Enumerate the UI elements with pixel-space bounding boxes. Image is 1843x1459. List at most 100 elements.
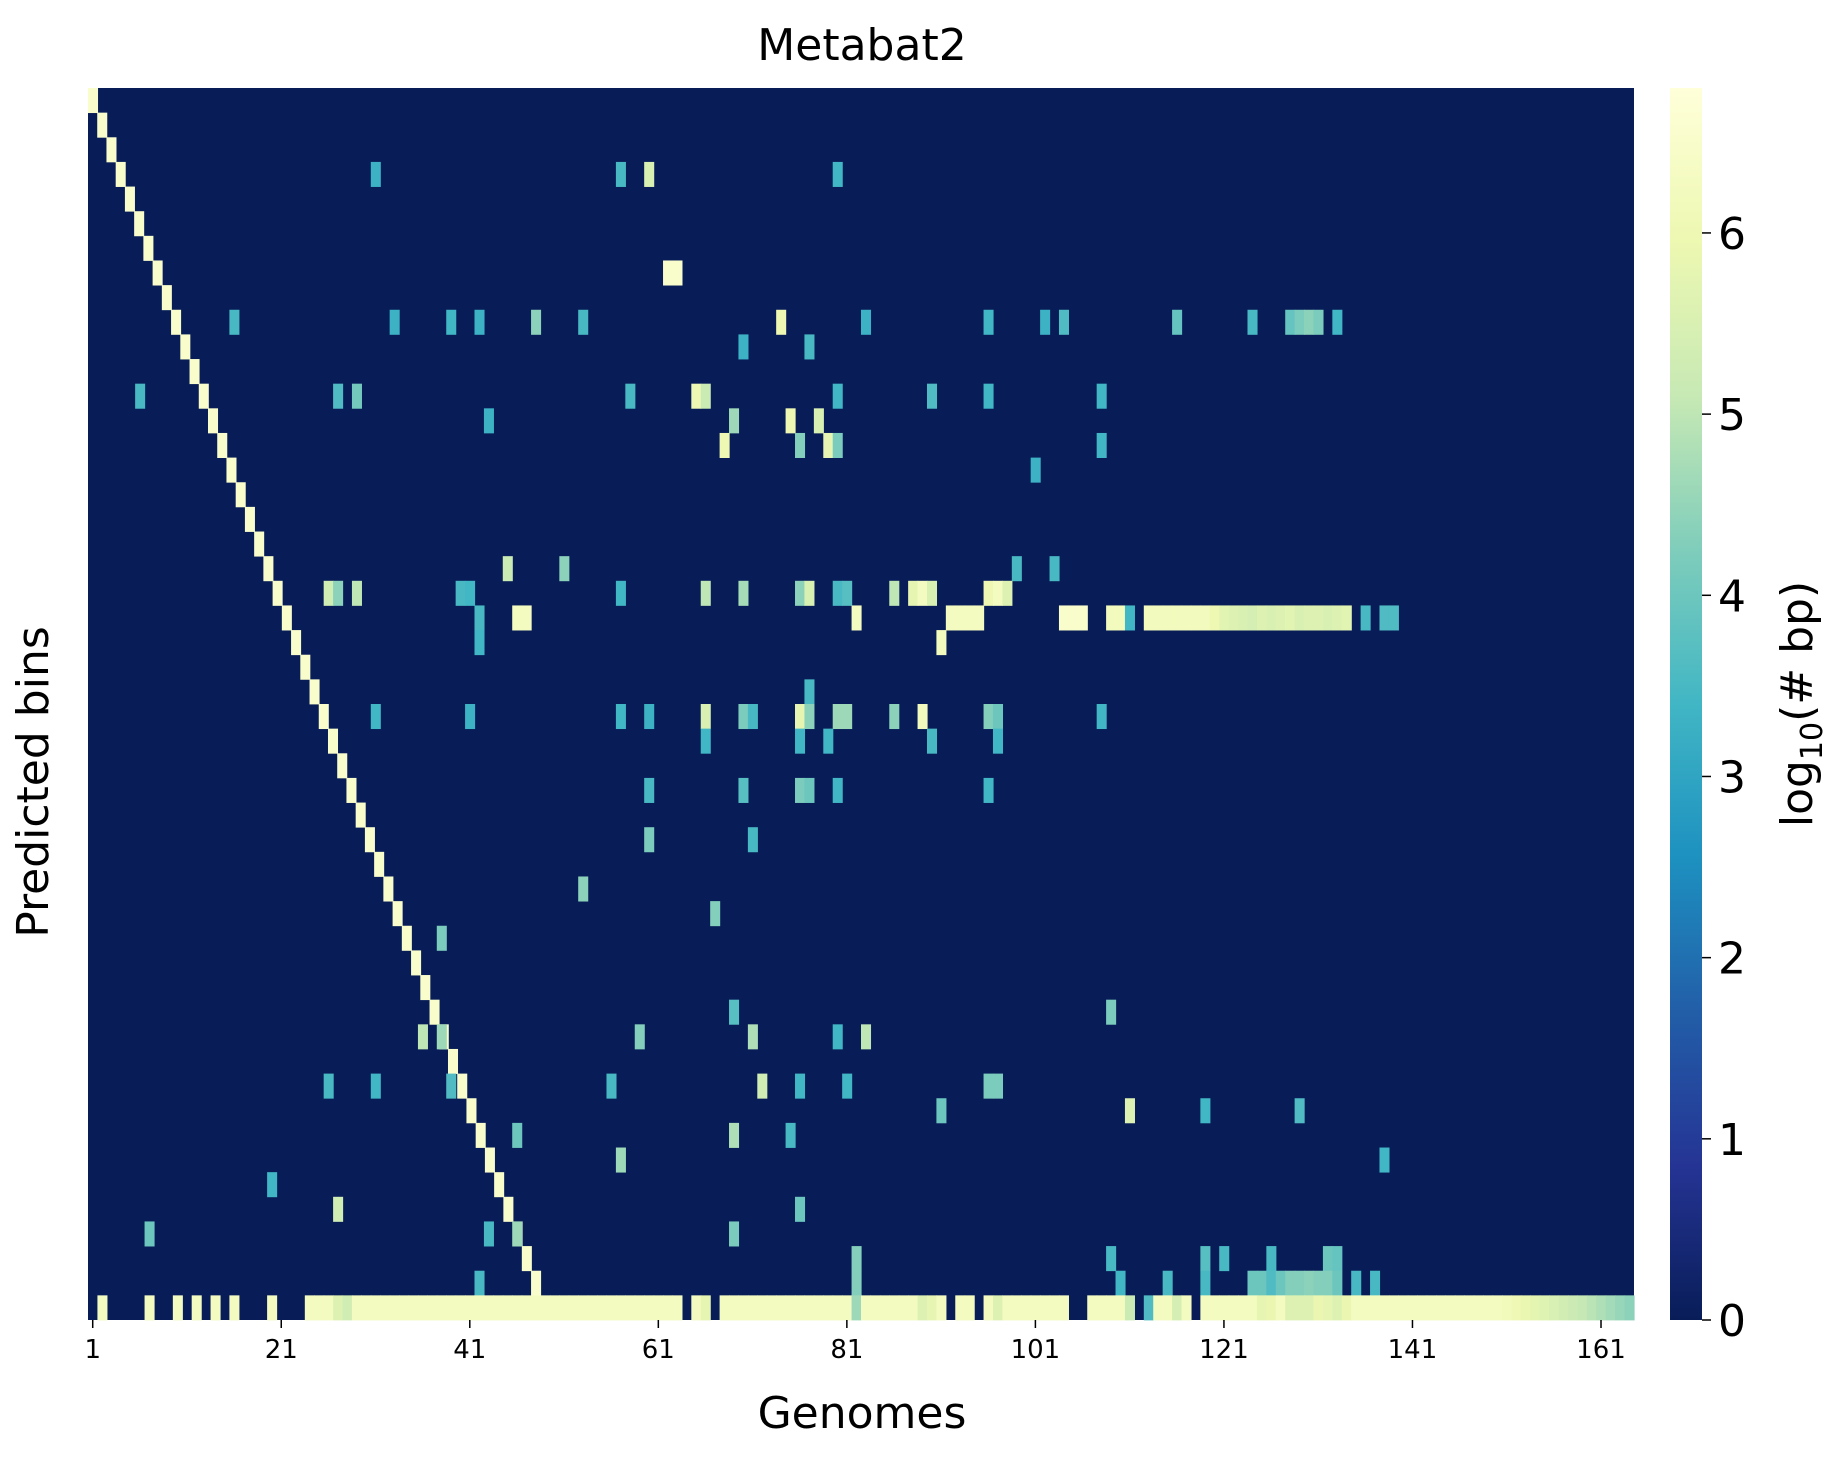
heatmap-cell	[1256, 605, 1267, 631]
x-tick-label: 1	[84, 1335, 101, 1365]
heatmap-cell	[355, 802, 366, 828]
heatmap-cell	[1379, 1295, 1390, 1321]
heatmap-cell	[804, 777, 815, 803]
x-axis: 1 21 41 61 81 101 121 141 161	[84, 1320, 1626, 1365]
heatmap-cell	[983, 309, 994, 335]
heatmap-cell	[1200, 605, 1211, 631]
heatmap-cell	[408, 1295, 419, 1321]
heatmap-cell	[1096, 704, 1107, 730]
heatmap-cell	[710, 901, 721, 927]
heatmap-cell	[644, 704, 655, 730]
heatmap-cell	[1388, 605, 1399, 631]
heatmap-cell	[1106, 1246, 1117, 1272]
heatmap-cell	[1313, 605, 1324, 631]
heatmap-cell	[531, 1295, 542, 1321]
heatmap-cell	[1294, 605, 1305, 631]
heatmap-cell	[134, 211, 145, 237]
heatmap-cell	[663, 1295, 674, 1321]
heatmap-cell	[1096, 383, 1107, 409]
heatmap-cell	[992, 1073, 1004, 1099]
heatmap-cell	[1294, 1270, 1305, 1296]
heatmap-cell	[747, 827, 758, 853]
heatmap-cell	[1360, 605, 1371, 631]
heatmap-cell	[1549, 1295, 1560, 1321]
heatmap-cell	[1153, 605, 1164, 631]
heatmap-cell	[1266, 1270, 1277, 1296]
heatmap-cell	[1530, 1295, 1541, 1321]
heatmap-cell	[983, 1073, 994, 1099]
heatmap-cell	[512, 1295, 523, 1321]
heatmap-cell	[1200, 1270, 1211, 1296]
heatmap-cell	[889, 1295, 900, 1321]
heatmap-cell	[1087, 1295, 1098, 1321]
heatmap-cell	[1106, 999, 1117, 1025]
heatmap-cell	[615, 1147, 626, 1173]
heatmap-cell	[795, 1295, 806, 1321]
heatmap-cell	[747, 1295, 758, 1321]
heatmap-cell	[1040, 309, 1051, 335]
heatmap-cell	[1209, 1295, 1220, 1321]
heatmap-cell	[776, 309, 787, 335]
heatmap-cell	[244, 506, 255, 532]
heatmap-cell	[795, 777, 806, 803]
heatmap-cell	[370, 704, 381, 730]
heatmap-cell	[776, 1295, 787, 1321]
heatmap-cell	[1238, 1295, 1249, 1321]
heatmap-cell	[926, 383, 938, 409]
heatmap-cell	[1379, 1147, 1390, 1173]
heatmap-cell	[1115, 1295, 1126, 1321]
heatmap-cell	[955, 605, 966, 631]
heatmap-cell	[1162, 1270, 1173, 1296]
heatmap-cell	[291, 630, 302, 656]
heatmap-cell	[700, 580, 711, 606]
heatmap-cell	[842, 1073, 853, 1099]
heatmap-cell	[861, 1024, 872, 1050]
heatmap-cell	[889, 704, 900, 730]
heatmap-cell	[823, 432, 834, 458]
heatmap-cell	[272, 580, 283, 606]
heatmap-cell	[1624, 1295, 1635, 1321]
heatmap-cell	[370, 1073, 381, 1099]
heatmap-cell	[1322, 1270, 1333, 1296]
heatmap-cell	[832, 777, 843, 803]
heatmap-cell	[908, 1295, 919, 1321]
heatmap-cell	[615, 161, 626, 187]
heatmap-cell	[983, 1295, 994, 1321]
heatmap-cell	[1049, 556, 1060, 582]
heatmap-cell	[521, 605, 532, 631]
heatmap-cell	[559, 1295, 570, 1321]
heatmap-cell	[1143, 605, 1154, 631]
heatmap-cell	[804, 580, 815, 606]
heatmap-cell	[926, 580, 938, 606]
heatmap-cell	[785, 408, 796, 434]
heatmap-cell	[606, 1295, 617, 1321]
heatmap-cell	[917, 1295, 928, 1321]
heatmap-cell	[615, 704, 626, 730]
heatmap-cell	[1275, 1270, 1286, 1296]
heatmap-cell	[832, 704, 843, 730]
colorbar-tick-label: 0	[1718, 1296, 1746, 1347]
colorbar-label: log10(# bp)	[1772, 581, 1830, 827]
colorbar-label-base: log	[1772, 760, 1823, 827]
heatmap-cell	[144, 1221, 155, 1247]
heatmap-cell	[974, 605, 985, 631]
heatmap-cell	[1304, 605, 1315, 631]
heatmap-cell	[327, 728, 339, 754]
heatmap-cell	[992, 580, 1004, 606]
x-tick-label: 21	[265, 1335, 298, 1365]
heatmap-cell	[342, 1295, 353, 1321]
heatmap-cell	[337, 753, 348, 779]
heatmap-cell	[361, 1295, 372, 1321]
heatmap-cell	[1464, 1295, 1475, 1321]
heatmap-cell	[1256, 1270, 1267, 1296]
heatmap-cell	[851, 1270, 862, 1296]
heatmap-cell	[1172, 605, 1183, 631]
heatmap-cell	[1030, 1295, 1041, 1321]
heatmap-cell	[700, 728, 711, 754]
heatmap-cell	[729, 1122, 740, 1148]
heatmap-cell	[1275, 1295, 1286, 1321]
heatmap-cell	[795, 1073, 806, 1099]
heatmap-cell	[813, 408, 824, 434]
heatmap-cell	[1558, 1295, 1569, 1321]
heatmap-cell	[832, 161, 843, 187]
